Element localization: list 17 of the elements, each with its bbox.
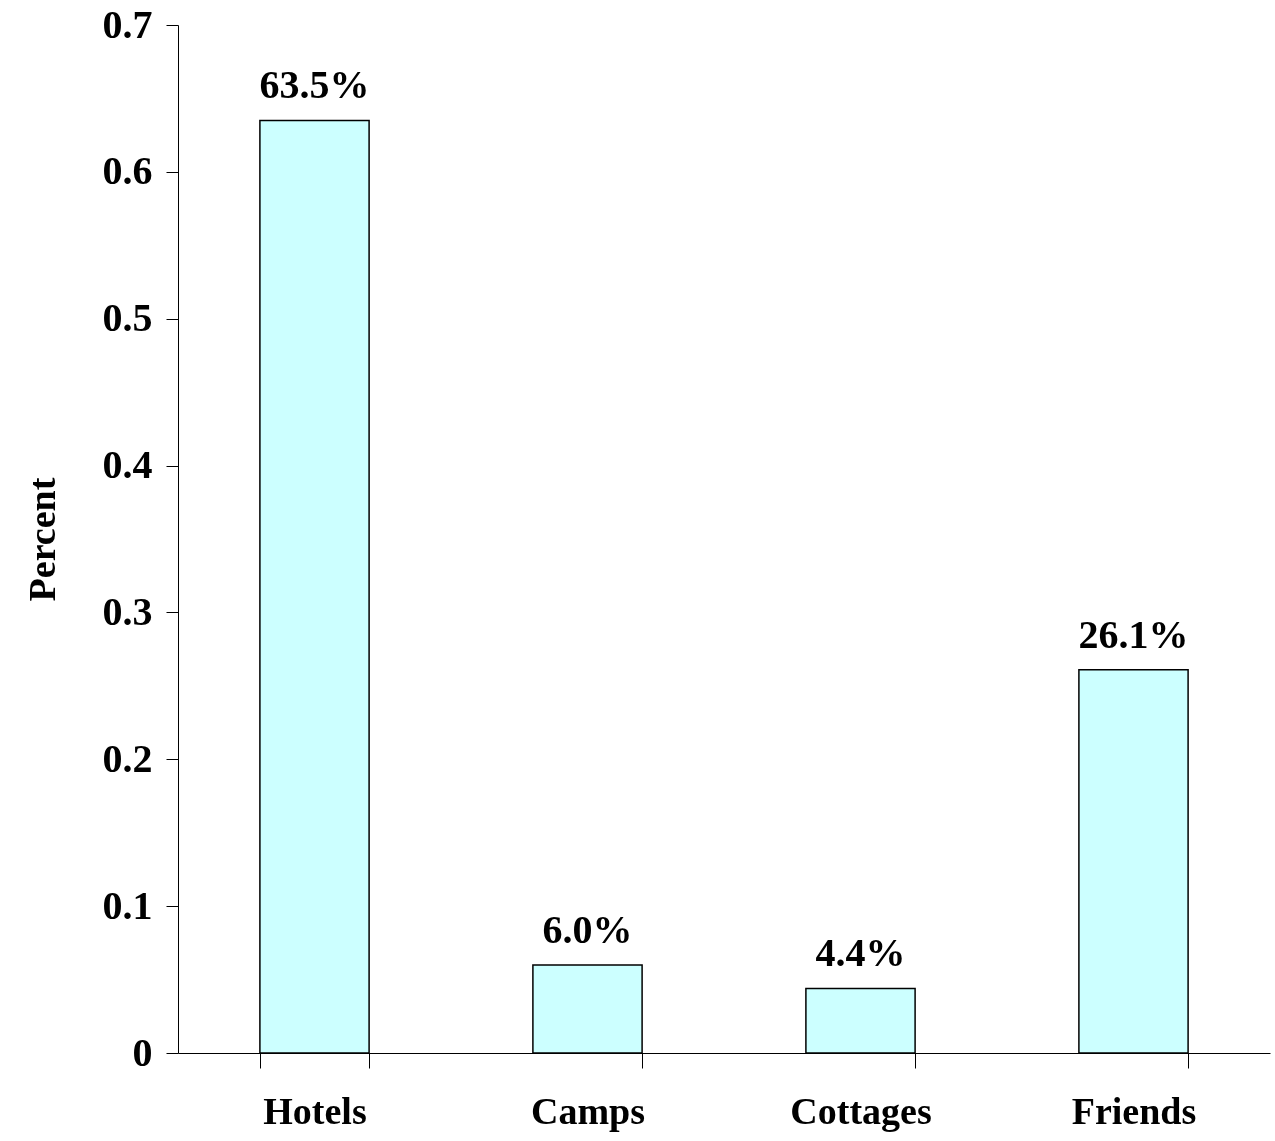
y-tick-label: 0.3 xyxy=(102,588,153,634)
y-tick-label: 0 xyxy=(132,1029,153,1075)
x-tick-label: Friends xyxy=(1071,1089,1197,1132)
y-tick-label: 0.4 xyxy=(102,442,153,488)
data-label: 4.4% xyxy=(815,930,906,976)
data-label: 63.5% xyxy=(259,62,370,108)
y-axis-title: Percent xyxy=(20,477,63,602)
y-tick-label: 0.6 xyxy=(102,148,153,194)
data-label: 26.1% xyxy=(1078,611,1189,657)
y-tick-label: 0.5 xyxy=(102,295,153,341)
data-label: 6.0% xyxy=(542,906,633,952)
y-tick-label: 0.1 xyxy=(102,882,153,928)
x-tick-label: Camps xyxy=(530,1089,646,1132)
x-tick-label: Cottages xyxy=(790,1089,932,1132)
y-tick-label: 0.7 xyxy=(102,1,153,47)
y-tick-label: 0.2 xyxy=(102,735,153,781)
x-tick-label: Hotels xyxy=(263,1089,367,1132)
